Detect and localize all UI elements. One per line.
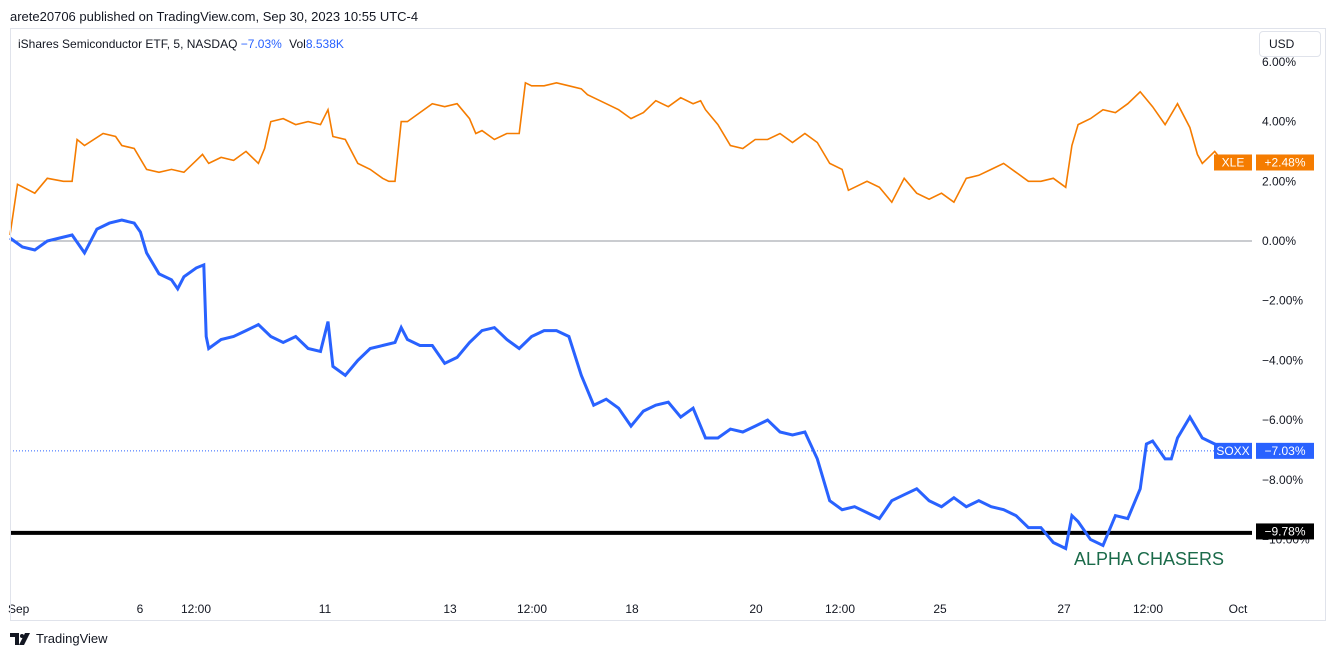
support-value-tag-label: −9.78% [1264, 524, 1305, 538]
y-tick-label: 0.00% [1262, 234, 1296, 248]
price-tags: XLE +2.48% SOXX −7.03% −9.78% [1214, 154, 1314, 540]
xle-value-tag [1256, 154, 1314, 171]
tradingview-logo-icon [10, 632, 30, 645]
x-axis: Sep 6 12:00 11 13 12:00 18 20 12:00 25 27 12:00 Oct [8, 602, 1248, 616]
x-tick-label: 12:00 [825, 602, 855, 616]
x-tick-label: 27 [1057, 602, 1071, 616]
soxx-symbol-tag [1214, 442, 1252, 459]
y-tick-label: −2.00% [1262, 294, 1303, 308]
x-tick-label: 20 [749, 602, 763, 616]
xle-symbol-tag-label: XLE [1222, 155, 1245, 169]
y-tick-label: −8.00% [1262, 473, 1303, 487]
x-tick-label: 12:00 [181, 602, 211, 616]
x-tick-label: 12:00 [1133, 602, 1163, 616]
currency-button[interactable]: USD [1259, 31, 1321, 57]
y-tick-label: 4.00% [1262, 115, 1296, 129]
x-tick-label: 11 [319, 602, 332, 616]
x-tick-label: 12:00 [517, 602, 547, 616]
y-tick-label: −4.00% [1262, 353, 1303, 367]
y-tick-label: 2.00% [1262, 174, 1296, 188]
volume-label: Vol [289, 37, 306, 51]
x-tick-label: 18 [625, 602, 639, 616]
footer-brand[interactable]: TradingView [10, 631, 108, 646]
y-tick-label: −6.00% [1262, 413, 1303, 427]
volume-value: 8.538K [305, 37, 344, 51]
x-tick-label: 25 [933, 602, 947, 616]
series-line-xle [9, 81, 1228, 236]
support-value-tag [1256, 523, 1314, 540]
xle-symbol-tag [1214, 154, 1252, 171]
symbol-name: iShares Semiconductor ETF, 5, NASDAQ [18, 37, 238, 51]
xle-value-tag-label: +2.48% [1264, 155, 1305, 169]
symbol-legend[interactable]: iShares Semiconductor ETF, 5, NASDAQ −7.… [18, 37, 344, 51]
x-tick-label: 6 [137, 602, 144, 616]
x-tick-label: Oct [1229, 602, 1248, 616]
publisher-line: arete20706 published on TradingView.com,… [10, 9, 419, 24]
x-tick-label: 13 [443, 602, 457, 616]
soxx-symbol-tag-label: SOXX [1216, 444, 1249, 458]
soxx-value-tag-label: −7.03% [1264, 444, 1305, 458]
change-value: −7.03% [240, 37, 282, 51]
series-line-soxx [9, 218, 1228, 551]
y-tick-label: 6.00% [1262, 55, 1296, 69]
footer-brand-label: TradingView [36, 631, 108, 646]
y-axis: 6.00% 4.00% 2.00% 0.00% −2.00% −4.00% −6.00% −8… [1262, 55, 1310, 547]
x-tick-label: Sep [8, 602, 30, 616]
soxx-value-tag [1256, 442, 1314, 459]
watermark-text: ALPHA CHASERS [1074, 549, 1224, 569]
